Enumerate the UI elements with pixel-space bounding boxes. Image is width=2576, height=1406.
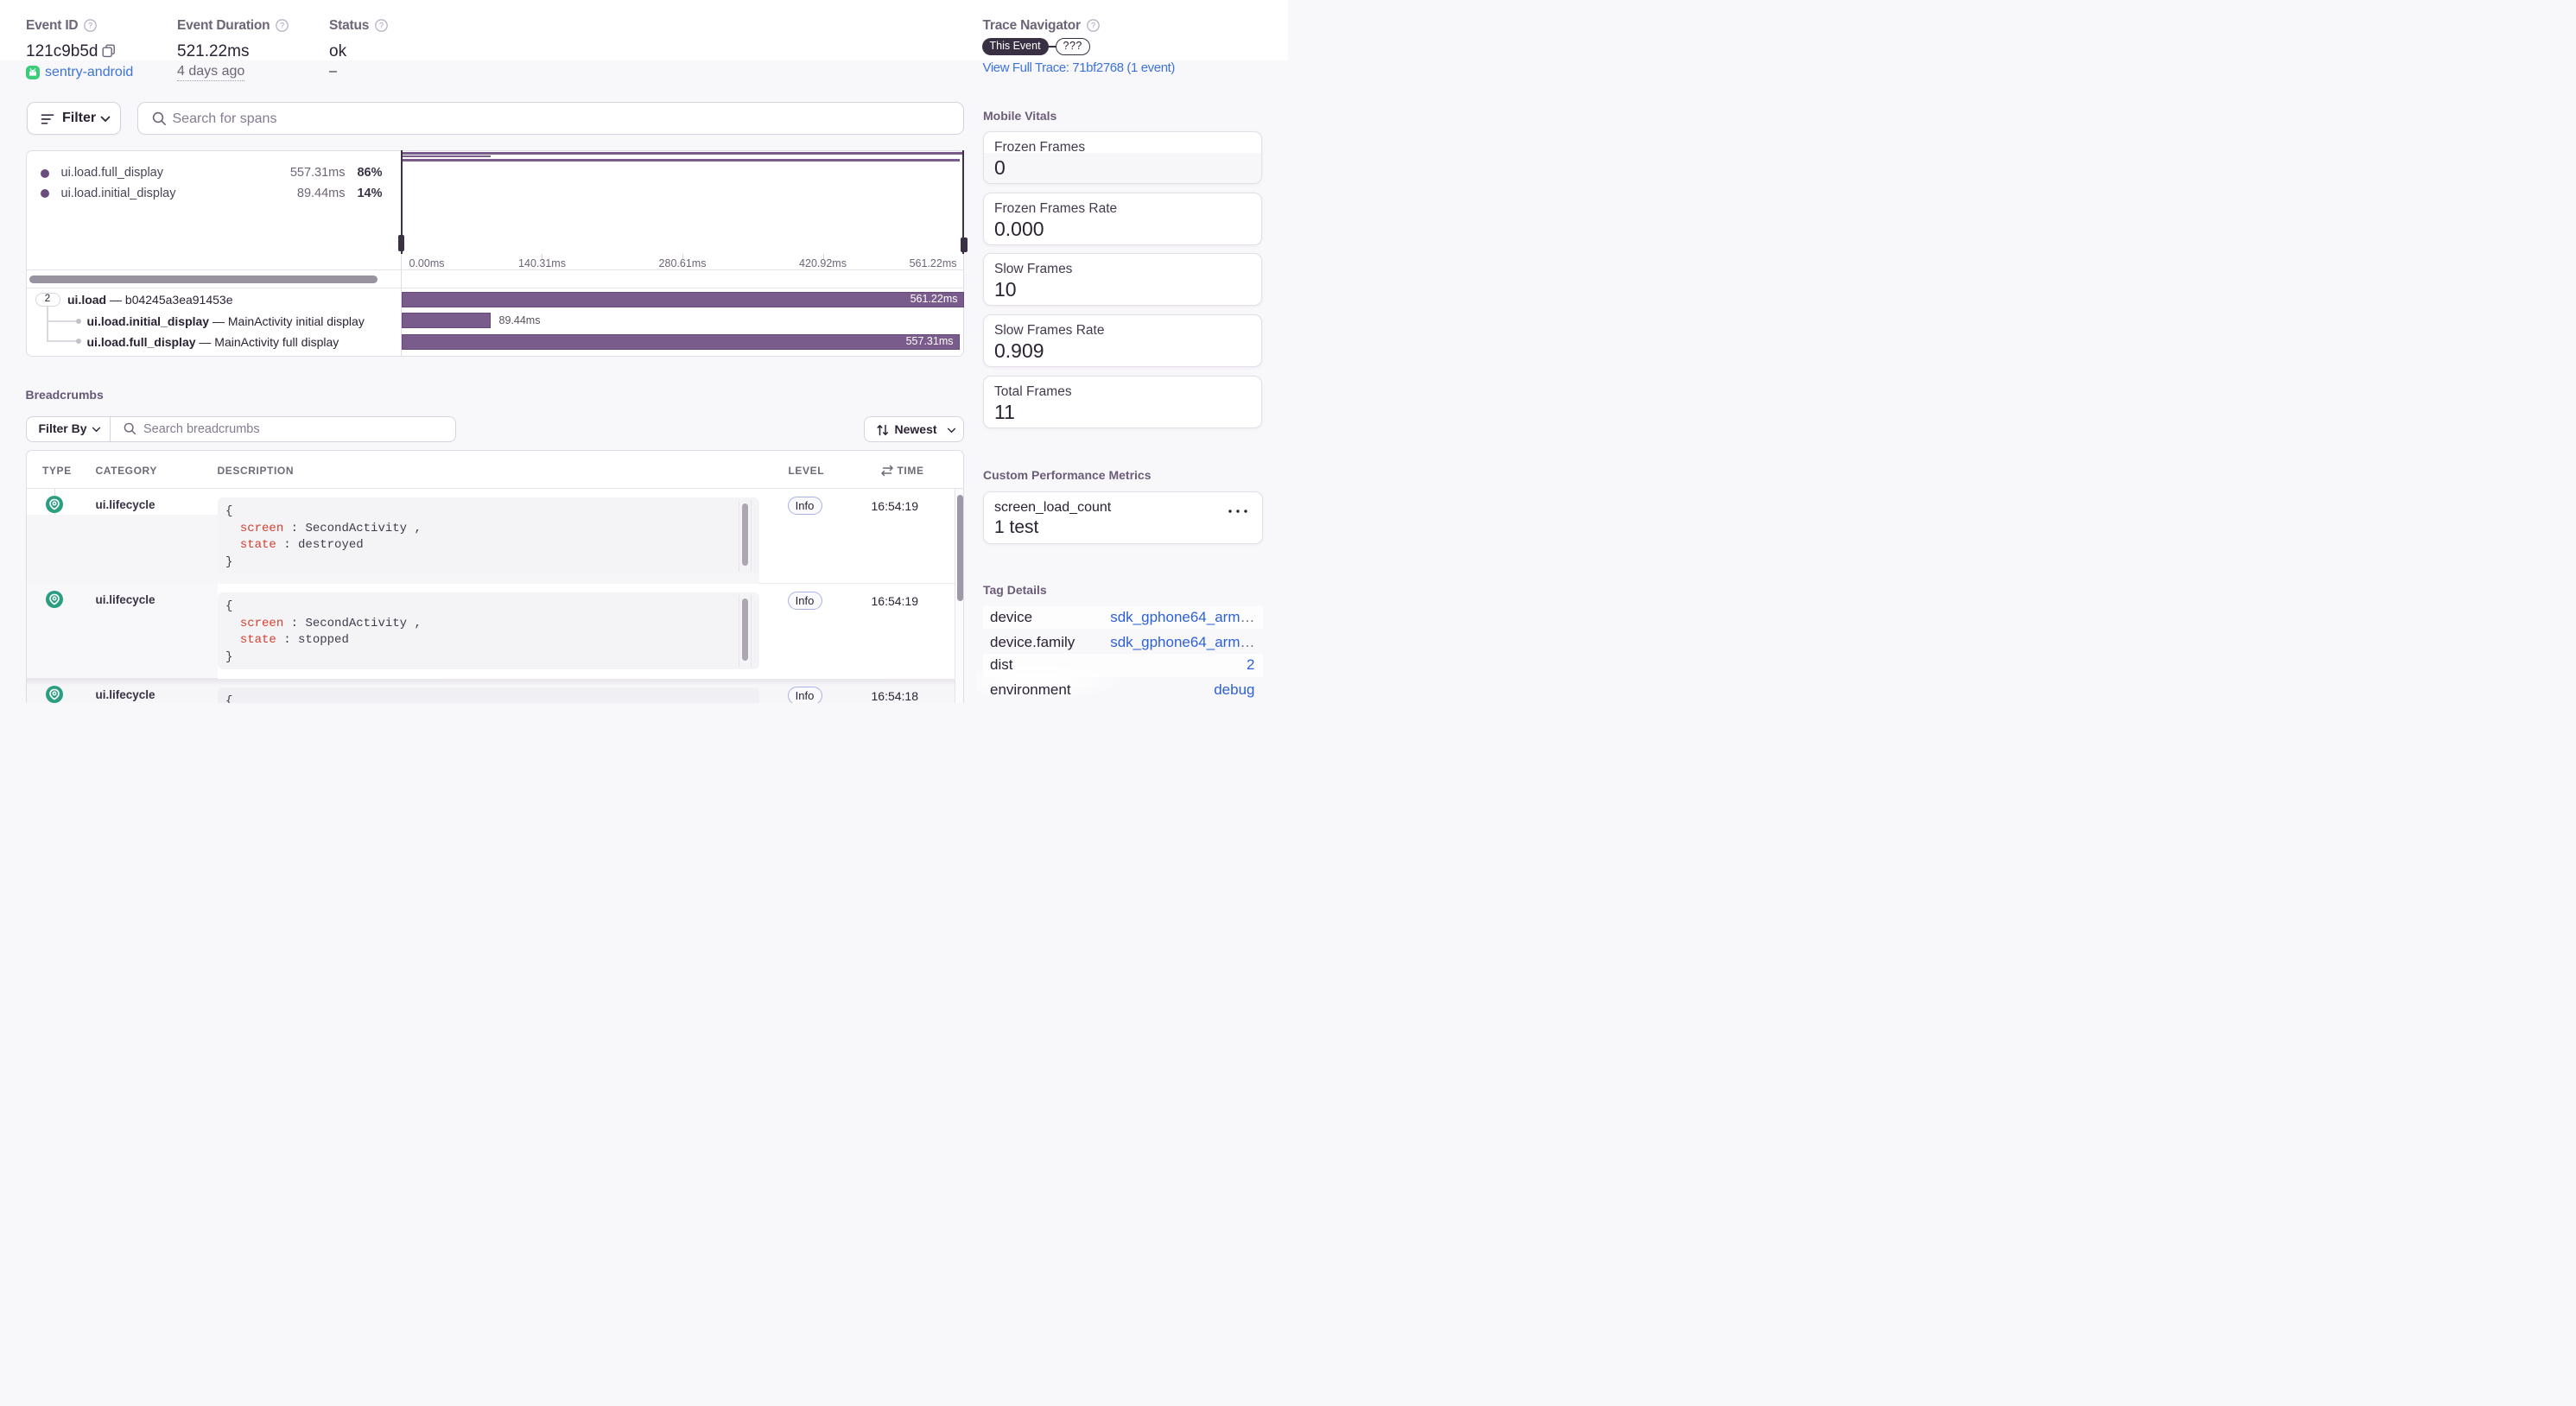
svg-text:?: ? xyxy=(379,22,384,30)
svg-text:?: ? xyxy=(88,22,92,30)
svg-text:?: ? xyxy=(1091,22,1095,30)
svg-text:?: ? xyxy=(280,22,284,30)
